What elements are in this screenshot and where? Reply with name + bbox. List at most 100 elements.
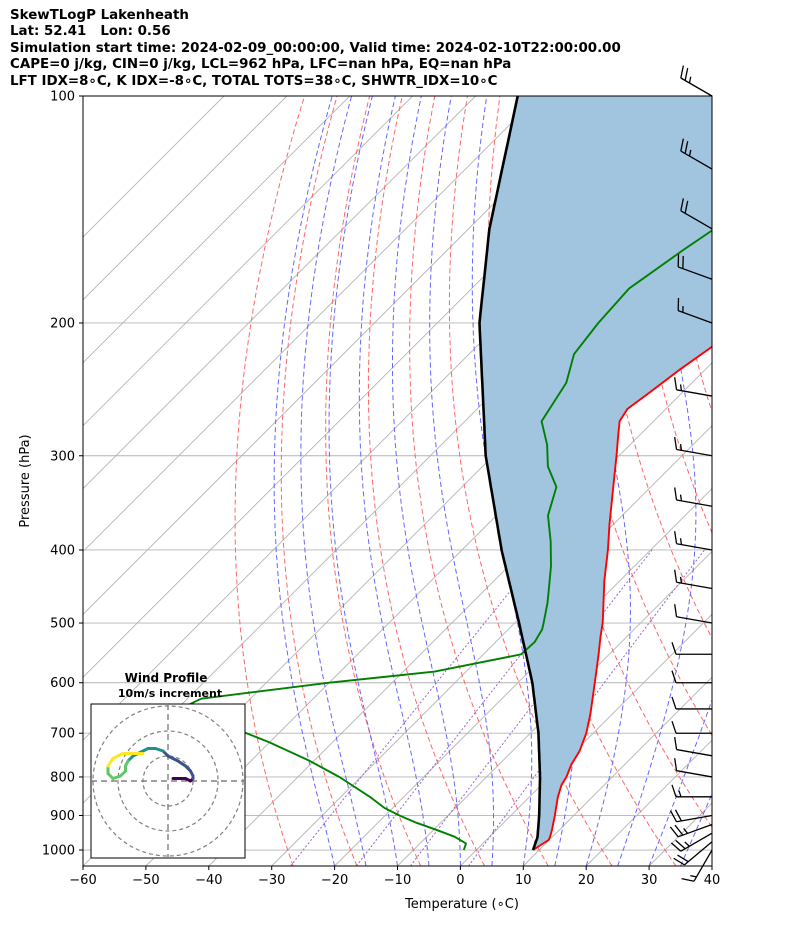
- wind-barb-half-flag: [688, 149, 692, 157]
- x-tick-label: 10: [515, 873, 532, 888]
- wind-barb-half-flag: [678, 790, 682, 798]
- y-tick-label: 300: [50, 449, 75, 464]
- axes: −60 −50 −40 −30 −20 −10 0 10 20 30 40 100 200 300 400 5…: [42, 90, 720, 889]
- wind-barb: [681, 849, 713, 882]
- mixing-ratio-line: [468, 549, 705, 866]
- location-coordinates: Lat: 52.41 Lon: 0.56: [10, 24, 171, 40]
- wind-barb-staff: [680, 210, 713, 230]
- isotherm: [83, 96, 476, 490]
- dry-adiabat: [367, 96, 485, 866]
- wind-barb-flag: [674, 809, 683, 822]
- hodograph-segment: [176, 759, 187, 768]
- dry-adiabat: [761, 96, 794, 866]
- wind-barb-flag: [684, 200, 689, 214]
- isotherm: [83, 96, 288, 301]
- hodograph-title: Wind Profile: [125, 671, 208, 685]
- wind-barb-half-flag: [679, 444, 683, 451]
- isotherm: [334, 487, 712, 866]
- wind-barb: [669, 809, 713, 823]
- moist-adiabat: [617, 96, 697, 866]
- wind-barb: [671, 670, 712, 684]
- y-tick-label: 500: [50, 617, 75, 632]
- hodograph-segment: [106, 757, 115, 768]
- x-tick-label: −40: [195, 873, 222, 888]
- dewpoint-profile: [178, 229, 712, 851]
- wind-barb-staff: [676, 499, 713, 507]
- hodograph-segment: [111, 752, 125, 760]
- wind-barb-flag: [674, 736, 678, 750]
- dry-adiabat: [234, 96, 305, 866]
- plot-area: [83, 96, 794, 866]
- wind-barb: [671, 784, 712, 798]
- wind-barb: [674, 604, 713, 624]
- wind-barb: [674, 736, 713, 757]
- isotherm: [83, 96, 225, 238]
- moist-adiabat: [648, 698, 712, 866]
- isotherm: [83, 96, 414, 427]
- wind-barb-flag: [671, 670, 677, 683]
- wind-barb: [674, 487, 713, 507]
- moist-adiabat: [711, 864, 712, 866]
- wind-barb-flag: [684, 67, 689, 81]
- hodograph-subtitle: 10m/s increment: [118, 687, 222, 700]
- dry-adiabat: [409, 96, 549, 866]
- wind-barb: [674, 377, 713, 397]
- y-tick-label: 600: [50, 676, 75, 691]
- wind-barb-flag: [674, 487, 678, 501]
- wind-barb-staff: [677, 266, 713, 280]
- wind-barb: [671, 696, 712, 710]
- wind-barb: [674, 569, 713, 590]
- wind-barb: [674, 758, 713, 778]
- isotherm: [460, 613, 712, 866]
- y-tick-label: 1000: [42, 844, 75, 859]
- x-tick-label: 0: [456, 873, 464, 888]
- isotherm: [522, 676, 712, 866]
- wind-barb-half-flag: [684, 841, 690, 847]
- wind-barb: [680, 138, 713, 170]
- wind-barb-half-flag: [683, 828, 689, 834]
- wind-barb-flag: [675, 839, 686, 850]
- moist-adiabat: [429, 96, 494, 866]
- wind-barb-flag: [669, 826, 679, 838]
- dry-adiabat: [728, 96, 794, 866]
- y-tick-label: 700: [50, 727, 75, 742]
- temperature-profile: [532, 345, 712, 851]
- wind-barb-staff: [676, 389, 713, 397]
- wind-barb-staff: [676, 616, 713, 624]
- wind-barb-flag: [681, 878, 695, 882]
- dry-adiabat: [448, 96, 613, 866]
- isotherm: [83, 96, 602, 616]
- wind-barb: [673, 841, 713, 866]
- isotherm: [775, 96, 794, 866]
- stability-indices: LFT IDX=8∘C, K IDX=-8∘C, TOTAL TOTS=38∘C…: [10, 73, 498, 89]
- dry-adiabat: [662, 96, 712, 414]
- y-axis-label: Pressure (hPa): [18, 434, 33, 527]
- moist-adiabat: [358, 96, 430, 866]
- wind-barb-flag: [677, 854, 689, 863]
- dry-adiabat: [280, 96, 358, 866]
- wind-barb-flag: [684, 141, 689, 154]
- isotherm: [397, 550, 712, 866]
- isotherm: [83, 96, 539, 553]
- moist-adiabat: [392, 96, 461, 866]
- moist-adiabat: [471, 96, 533, 866]
- x-tick-label: −30: [258, 873, 285, 888]
- wind-barb-flag: [674, 569, 678, 583]
- wind-barb-half-flag: [688, 76, 692, 84]
- wind-barb: [671, 721, 712, 734]
- wind-barb-flag: [671, 784, 677, 798]
- wind-barb-flag: [674, 758, 678, 771]
- dry-adiabat: [325, 96, 422, 866]
- hodograph-ring: [117, 730, 219, 832]
- chart-title: SkewTLogP Lakenheath: [10, 8, 189, 23]
- moist-adiabat: [328, 96, 398, 866]
- wind-barb-half-flag: [690, 874, 697, 878]
- wind-barb-staff: [684, 841, 713, 866]
- x-tick-label: −50: [132, 873, 159, 888]
- y-tick-label: 200: [50, 316, 75, 331]
- moist-adiabat: [744, 96, 794, 866]
- wind-barb-staff: [680, 77, 713, 97]
- wind-barb-staff: [680, 832, 713, 852]
- x-tick-label: −60: [69, 873, 96, 888]
- y-tick-label: 100: [50, 90, 75, 105]
